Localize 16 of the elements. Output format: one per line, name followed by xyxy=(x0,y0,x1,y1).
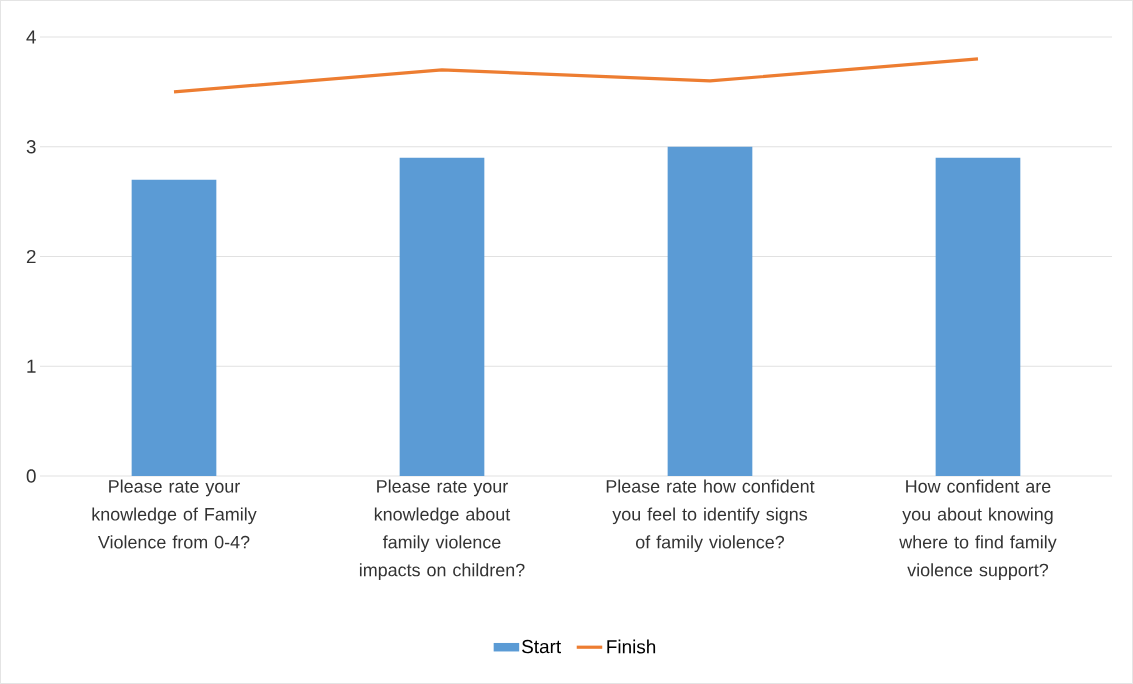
bar xyxy=(667,146,753,476)
y-tick-label: 4 xyxy=(26,30,36,44)
line-series xyxy=(172,57,980,94)
bar xyxy=(935,157,1021,476)
x-tick-label: Please rate how confident you feel to identify signs of family violence? xyxy=(606,479,815,553)
legend-label: Start xyxy=(522,639,562,654)
y-tick-label: 3 xyxy=(26,140,36,154)
x-tick-label: How confident are you about knowing where to find family violence support? xyxy=(899,479,1057,580)
x-tick-label: Please rate your knowledge of Family Violence from 0-4? xyxy=(92,479,257,549)
y-tick-label: 2 xyxy=(26,249,36,264)
y-tick-label: 1 xyxy=(27,359,36,373)
y-tick-label: 0 xyxy=(26,469,36,483)
x-tick-label: Please rate your knowledge about family violence impacts on children? xyxy=(359,479,525,580)
bar xyxy=(131,179,217,476)
legend-label: Finish xyxy=(607,639,656,654)
bar xyxy=(399,157,485,476)
